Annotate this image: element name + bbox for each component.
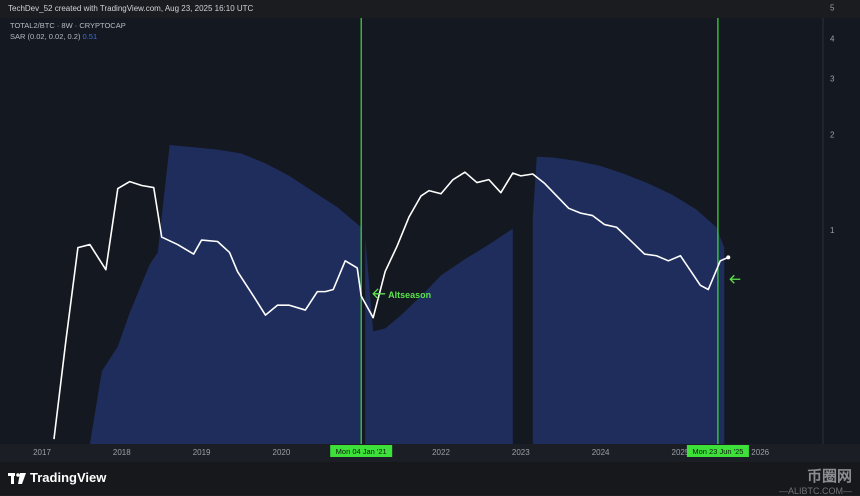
tradingview-brand: TradingView	[30, 470, 107, 485]
x-tick-2019: 2019	[193, 448, 211, 457]
watermark-main: 币圈网	[806, 468, 852, 485]
x-tick-2017: 2017	[33, 448, 51, 457]
altseason-label: Altseason	[388, 290, 431, 300]
x-tick-2023: 2023	[512, 448, 530, 457]
price-chart[interactable]: 2017201820192020202220232024202520267543…	[0, 0, 860, 462]
date-marker-label-1: Mon 04 Jan '21	[336, 447, 387, 456]
y-tick-1: 1	[830, 226, 835, 235]
legend-indicator-value: 0.51	[83, 32, 98, 41]
y-tick-2: 2	[830, 130, 835, 139]
latest-arrow-icon	[729, 274, 741, 284]
chart-caption-bar: TechDev_52 created with TradingView.com,…	[0, 0, 860, 18]
date-marker-label-2: Mon 23 Jun '25	[692, 447, 743, 456]
sar-area-1	[77, 145, 362, 445]
site-watermark: 币圈网 —ALIBTC.COM—	[779, 465, 852, 496]
footer-bar: TradingView 币圈网 —ALIBTC.COM—	[0, 462, 860, 496]
legend-indicator: SAR (0.02, 0.02, 0.2) 0.51	[10, 32, 97, 41]
watermark-sub: —ALIBTC.COM—	[778, 486, 852, 496]
x-tick-2020: 2020	[273, 448, 291, 457]
y-tick-5: 5	[830, 4, 835, 13]
x-tick-2025: 2025	[672, 448, 690, 457]
tradingview-logo-icon	[8, 472, 26, 484]
price-last-dot	[726, 255, 731, 260]
date-marker-box-1	[330, 445, 393, 457]
x-tick-2022: 2022	[432, 448, 450, 457]
x-tick-2026: 2026	[751, 448, 769, 457]
tradingview-logo[interactable]: TradingView	[8, 470, 106, 485]
chart-caption: TechDev_52 created with TradingView.com,…	[8, 4, 254, 13]
x-axis-band	[0, 444, 860, 462]
x-tick-2018: 2018	[113, 448, 131, 457]
sar-area-2	[365, 228, 513, 444]
legend-symbol: TOTAL2/BTC · 8W · CRYPTOCAP	[10, 21, 126, 30]
y-tick-4: 4	[830, 35, 835, 44]
sar-area-3	[532, 156, 725, 445]
y-tick-3: 3	[830, 74, 835, 83]
price-line	[53, 171, 729, 440]
altseason-arrow-icon	[372, 288, 386, 300]
date-marker-box-2	[686, 445, 749, 457]
x-tick-2024: 2024	[592, 448, 610, 457]
